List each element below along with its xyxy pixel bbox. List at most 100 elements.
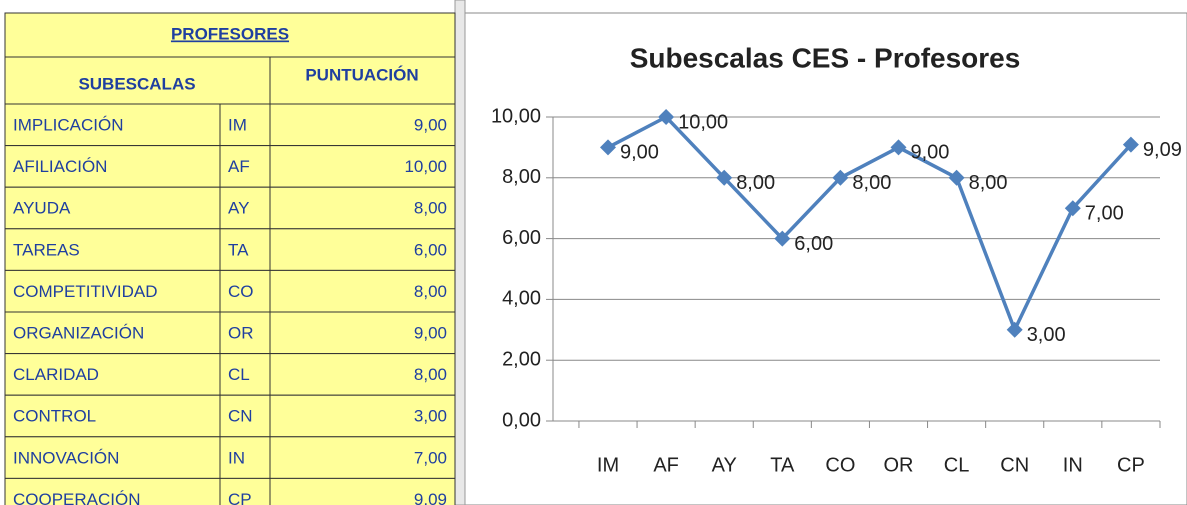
cell-text: AF [228,157,250,176]
cell [4,477,221,505]
marker [600,139,616,156]
chart-title: Subescalas CES - Profesores [630,42,1021,73]
chart-area [464,12,1187,505]
data-label: 8,00 [852,172,891,194]
separator [454,0,466,505]
x-tick-label: AF [653,454,679,476]
x-tick-label: OR [884,454,914,476]
cell-text: COMPETITIVIDAD [13,282,158,301]
cell-text: AY [228,199,249,218]
data-label: 8,00 [736,172,775,194]
cell [269,477,456,505]
marker [832,169,849,186]
cell [269,394,456,438]
cell-text: INNOVACIÓN [13,448,119,467]
marker [1064,200,1081,217]
y-tick-label: 6,00 [502,227,541,249]
cell-text: OR [228,323,254,342]
cell-text: 9,00 [414,323,447,342]
table: PROFESORES SUBESCALAS PUNTUACIÓN IMPLICACIÓ… [4,12,456,505]
cell-text: CN [228,407,253,426]
cell [269,311,456,355]
cell-text: 8,00 [414,282,447,301]
cell-text: CO [228,282,254,301]
series-line [607,114,1133,335]
x-tick-label: CN [1000,454,1029,476]
header-cell [269,56,456,105]
cell-text: 3,00 [414,407,447,426]
cell [219,353,271,396]
cell-text: 7,00 [414,448,447,467]
cell-text: 9,00 [414,115,447,134]
cell [269,103,456,147]
cell-text: COOPERACIÓN [13,490,141,505]
data-label: 9,00 [620,142,659,164]
cell [269,269,456,313]
header-label: SUBESCALAS [78,74,195,93]
marker [948,169,965,186]
marker [774,230,791,247]
y-tick-label: 8,00 [502,166,541,188]
header-cell [4,12,456,58]
cell-text: CONTROL [13,407,96,426]
x-tick-label: IN [1063,454,1083,476]
cell-text: TAREAS [13,240,80,259]
marker [1006,321,1023,338]
cell-text: AYUDA [13,199,71,218]
x-tick-label: CO [825,454,855,476]
header-label: PUNTUACIÓN [305,65,418,84]
cell [4,436,221,479]
cell-text: 8,00 [414,365,447,384]
header-cell [4,56,271,105]
cell [269,353,456,396]
cell [269,228,456,271]
cell [4,186,221,230]
cell [219,269,271,313]
data-label: 3,00 [1027,324,1066,346]
y-tick-label: 2,00 [502,348,541,370]
marker [658,109,675,125]
cell-text: IN [228,448,245,467]
marker [716,169,733,186]
x-tick-label: AY [712,454,737,476]
x-tick-label: CP [1117,454,1145,476]
cell-text: ORGANIZACIÓN [13,323,144,342]
cell [269,436,456,479]
x-tick-label: CL [944,454,970,476]
x-tick-label: IM [597,454,619,476]
cell-text: 8,00 [414,199,447,218]
cell-text: 10,00 [404,157,447,176]
cell [219,311,271,355]
cell-text: IMPLICACIÓN [13,115,124,134]
x-tick-label: TA [770,454,795,476]
cell [269,186,456,230]
cell [219,436,271,479]
data-label: 6,00 [794,233,833,255]
data-label: 9,00 [911,142,950,164]
data-label: 8,00 [969,172,1008,194]
cell-text: CP [228,490,252,505]
cell [4,311,221,355]
cell [4,103,221,147]
y-tick-label: 10,00 [491,105,541,127]
cell-text: AFILIACIÓN [13,157,107,176]
cell [4,269,221,313]
y-tick-label: 4,00 [502,288,541,310]
cell [4,353,221,396]
cell [219,145,271,188]
cell [4,394,221,438]
cell-text: TA [228,240,249,259]
cell-text: CL [228,365,250,384]
plot: 0,00 2,00 4,00 6,00 8,00 10,00 IM AF AY TA CO OR CL C… [491,105,1182,476]
table-title: PROFESORES [171,24,289,43]
cell-text: 6,00 [414,240,447,259]
marker [1122,136,1139,153]
cell-text: CLARIDAD [13,365,99,384]
marker [890,139,907,156]
data-label: 7,00 [1085,202,1124,224]
cell-text: 9,09 [414,490,447,505]
data-label: 9,09 [1143,139,1182,161]
data-label: 10,00 [678,111,728,133]
